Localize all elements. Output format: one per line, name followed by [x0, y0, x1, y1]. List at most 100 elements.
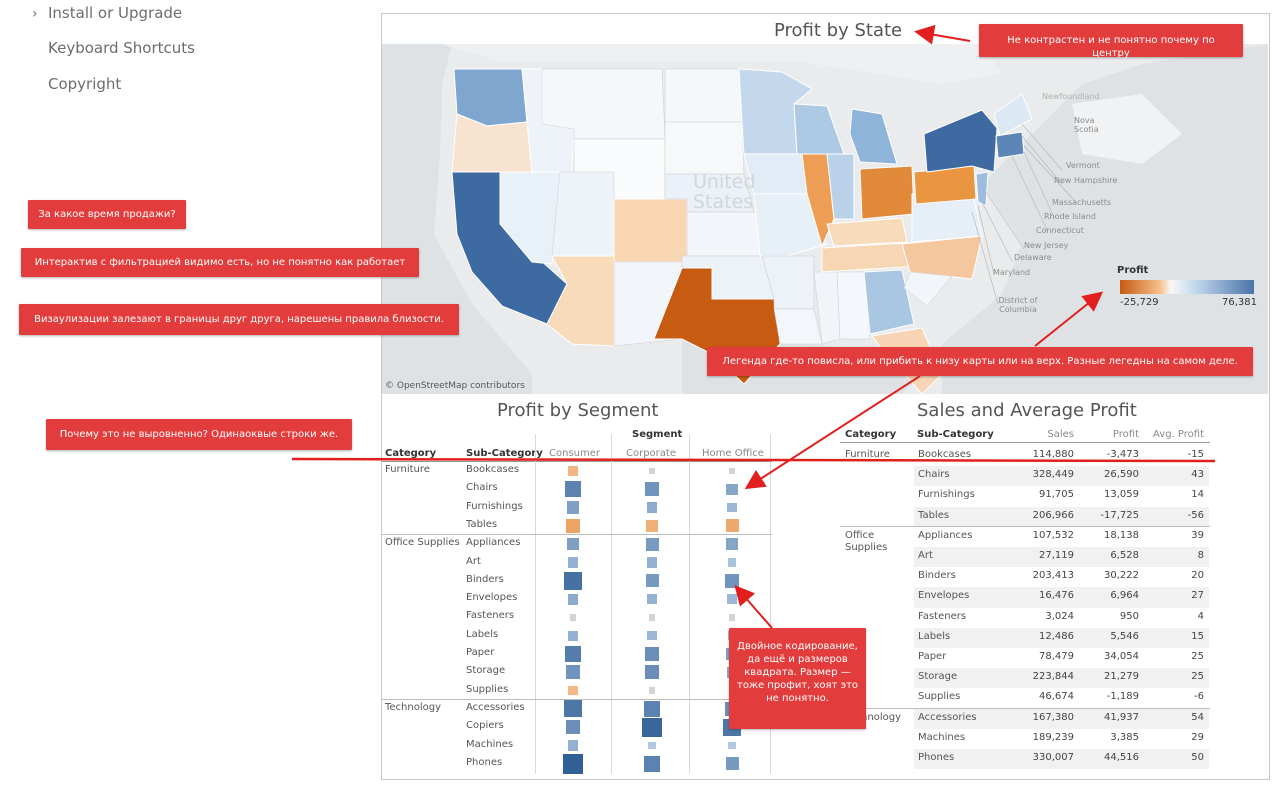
state-utah [551, 171, 615, 257]
segment-profit-mark[interactable] [645, 574, 659, 588]
table-category-cell: Furniture [845, 449, 890, 460]
segment-profit-mark[interactable] [728, 741, 736, 750]
segment-profit-mark[interactable] [564, 571, 582, 590]
nav-copyright[interactable]: Copyright [48, 75, 122, 93]
segment-subcategory-label: Labels [466, 628, 499, 640]
col-subcategory[interactable]: Sub-Category [466, 448, 543, 459]
segment-profit-mark[interactable] [646, 520, 658, 532]
table-subcategory-cell: Bookcases [918, 449, 972, 460]
segment-profit-mark[interactable] [725, 757, 739, 771]
segment-profit-mark[interactable] [648, 687, 656, 694]
table-profit-cell: 26,590 [1104, 469, 1139, 481]
table-sales-cell: 27,119 [1039, 550, 1074, 561]
table-avg-profit-cell: -56 [1187, 509, 1204, 521]
segment-profit-mark[interactable] [564, 645, 582, 663]
segment-profit-mark[interactable] [644, 701, 660, 717]
col-corporate[interactable]: Corporate [626, 448, 676, 459]
segment-profit-mark[interactable] [566, 538, 580, 551]
label-vermont: Vermont [1066, 161, 1100, 170]
segment-profit-mark[interactable] [648, 614, 656, 621]
tcol-profit[interactable]: Profit [1112, 429, 1139, 440]
chevron-right-icon[interactable]: › [32, 6, 38, 22]
segment-subcategory-label: Supplies [466, 683, 509, 695]
table-sales-cell: 189,239 [1032, 731, 1074, 743]
segment-profit-mark[interactable] [727, 558, 737, 567]
tcol-avg-profit[interactable]: Avg. Profit [1153, 429, 1204, 440]
segment-profit-mark[interactable] [569, 614, 577, 621]
segment-subcategory-label: Accessories [466, 701, 525, 713]
table-avg-profit-cell: 39 [1191, 529, 1204, 541]
table-sales-cell: 167,380 [1032, 711, 1074, 723]
segment-profit-mark[interactable] [646, 594, 658, 605]
col-category[interactable]: Category [385, 448, 437, 459]
table-subcategory-cell: Labels [918, 630, 951, 642]
segment-profit-mark[interactable] [728, 614, 736, 621]
segment-profit-mark[interactable] [644, 665, 660, 680]
segment-profit-mark[interactable] [565, 518, 581, 534]
table-avg-profit-cell: -15 [1187, 449, 1204, 460]
nav-install-upgrade[interactable]: Install or Upgrade [48, 4, 183, 22]
state-kentucky [826, 217, 908, 247]
tcol-subcategory[interactable]: Sub-Category [917, 429, 994, 440]
legend-gradient[interactable] [1120, 280, 1254, 294]
table-row-stripe [914, 506, 1209, 527]
segment-profit-mark[interactable] [727, 594, 737, 604]
segment-subcategory-label: Envelopes [466, 592, 518, 604]
legend-title: Profit [1117, 265, 1149, 276]
segment-profit-mark[interactable] [644, 755, 660, 772]
segment-profit-mark[interactable] [567, 630, 579, 641]
segment-profit-mark[interactable] [566, 665, 580, 680]
segment-profit-mark[interactable] [725, 573, 739, 588]
segment-profit-mark[interactable] [644, 646, 660, 662]
profit-map[interactable]: United States Vermont New Hampshire Mass… [382, 44, 1268, 394]
label-district-of-columbia: District of Columbia [998, 296, 1038, 314]
table-subcategory-cell: Tables [918, 509, 950, 521]
category-separator [382, 698, 772, 700]
col-consumer[interactable]: Consumer [549, 448, 600, 459]
segment-profit-mark[interactable] [726, 483, 738, 496]
segment-profit-mark[interactable] [648, 467, 656, 475]
segment-profit-mark[interactable] [726, 538, 738, 550]
segment-profit-mark[interactable] [642, 717, 662, 737]
table-sales-cell: 12,486 [1039, 630, 1074, 642]
table-row-stripe [914, 547, 1209, 568]
segment-title: Profit by Segment [497, 400, 659, 421]
state-new-jersey [975, 171, 989, 207]
segment-profit-mark[interactable] [567, 557, 579, 568]
tcol-category[interactable]: Category [845, 429, 897, 440]
label-newfoundland: Newfoundland [1042, 92, 1100, 101]
table-profit-cell: -3,473 [1106, 449, 1139, 460]
segment-profit-mark[interactable] [647, 630, 657, 641]
segment-profit-mark[interactable] [563, 753, 583, 774]
segment-subcategory-label: Copiers [466, 720, 504, 732]
segment-profit-mark[interactable] [646, 557, 658, 568]
segment-profit-mark[interactable] [567, 593, 579, 605]
segment-profit-mark[interactable] [568, 685, 578, 696]
table-subcategory-cell: Paper [918, 651, 947, 662]
segment-profit-mark[interactable] [648, 741, 656, 750]
table-profit-cell: 44,516 [1104, 752, 1139, 763]
segment-profit-mark[interactable] [567, 465, 579, 477]
state-missouri [753, 193, 828, 257]
segment-profit-mark[interactable] [725, 519, 739, 533]
segment-profit-mark[interactable] [646, 502, 658, 514]
segment-category-label: Office Supplies [385, 537, 460, 549]
table-profit-cell: 30,222 [1104, 570, 1139, 582]
segment-profit-mark[interactable] [645, 537, 659, 551]
segment-profit-mark[interactable] [645, 482, 659, 497]
segment-profit-mark[interactable] [565, 720, 581, 735]
segment-profit-mark[interactable] [728, 467, 736, 475]
tcol-sales[interactable]: Sales [1047, 429, 1074, 440]
table-avg-profit-cell: 4 [1197, 610, 1204, 622]
table-subcategory-cell: Fasteners [918, 610, 967, 622]
segment-profit-mark[interactable] [727, 502, 737, 513]
col-home-office[interactable]: Home Office [702, 448, 764, 459]
segment-profit-mark[interactable] [566, 501, 580, 514]
map-canvas[interactable] [382, 44, 1268, 394]
segment-profit-mark[interactable] [564, 700, 582, 718]
segment-profit-mark[interactable] [565, 481, 581, 498]
segment-profit-mark[interactable] [567, 740, 579, 751]
table-category-cell: Technology [845, 711, 902, 723]
nav-keyboard-shortcuts[interactable]: Keyboard Shortcuts [48, 39, 195, 57]
state-louisiana [773, 308, 823, 345]
